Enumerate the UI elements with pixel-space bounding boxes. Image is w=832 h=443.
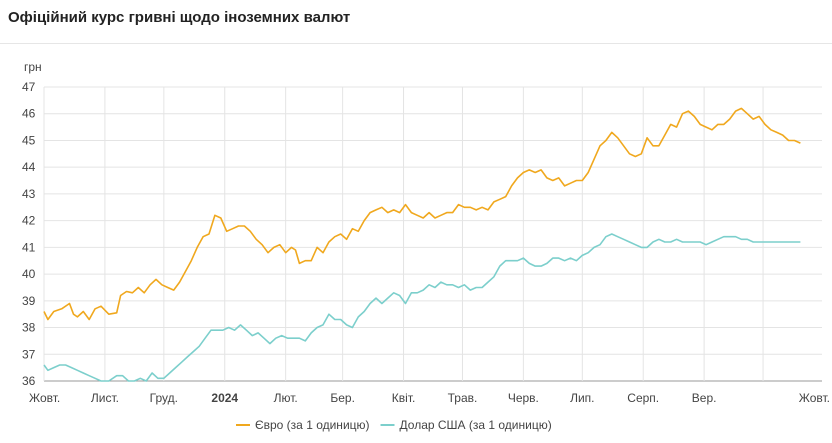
x-tick-label: Лют. <box>274 391 298 405</box>
y-tick-label: 37 <box>22 347 36 361</box>
legend-item[interactable]: Долар США (за 1 одиницю) <box>380 418 552 432</box>
x-tick-label: Лист. <box>91 391 119 405</box>
chart-header: Офіційний курс гривні щодо іноземних вал… <box>0 0 832 44</box>
x-tick-label: Лип. <box>570 391 594 405</box>
x-tick-label: Жовт. <box>799 391 830 405</box>
y-tick-label: 45 <box>22 133 36 147</box>
legend[interactable]: Євро (за 1 одиницю) Долар США (за 1 одини… <box>236 418 552 432</box>
x-tick-label: Серп. <box>627 391 659 405</box>
legend-item[interactable]: Євро (за 1 одиницю) <box>236 418 370 432</box>
grid-layer <box>43 86 822 382</box>
y-tick-label: 41 <box>22 240 36 254</box>
x-tick-label: Черв. <box>508 391 539 405</box>
y-axis: грн 36 37 38 39 40 41 42 43 44 45 46 47 <box>22 60 42 388</box>
series-layer <box>43 107 801 382</box>
y-tick-label: 36 <box>22 374 36 388</box>
x-tick-label: Трав. <box>448 391 478 405</box>
y-tick-label: 38 <box>22 321 36 335</box>
y-tick-label: 44 <box>22 160 36 174</box>
y-tick-label: 42 <box>22 214 36 228</box>
y-axis-unit-label: грн <box>24 60 42 74</box>
x-tick-label: 2024 <box>211 391 238 405</box>
x-tick-label: Квіт. <box>392 391 416 405</box>
x-tick-label: Бер. <box>330 391 355 405</box>
x-tick-label: Груд. <box>150 391 178 405</box>
legend-label: Євро (за 1 одиницю) <box>255 418 370 432</box>
y-tick-label: 39 <box>22 294 36 308</box>
legend-label: Долар США (за 1 одиницю) <box>400 418 552 432</box>
y-tick-label: 47 <box>22 80 36 94</box>
chart-title: Офіційний курс гривні щодо іноземних вал… <box>8 9 351 26</box>
series-line <box>43 233 801 382</box>
y-tick-label: 46 <box>22 107 36 121</box>
series-line <box>43 107 801 321</box>
x-tick-label: Жовт. <box>29 391 60 405</box>
y-tick-label: 43 <box>22 187 36 201</box>
x-tick-label: Вер. <box>692 391 717 405</box>
y-tick-label: 40 <box>22 267 36 281</box>
x-axis: Жовт. Лист. Груд. 2024 Лют. Бер. Квіт. Трав. Чер… <box>29 391 830 405</box>
